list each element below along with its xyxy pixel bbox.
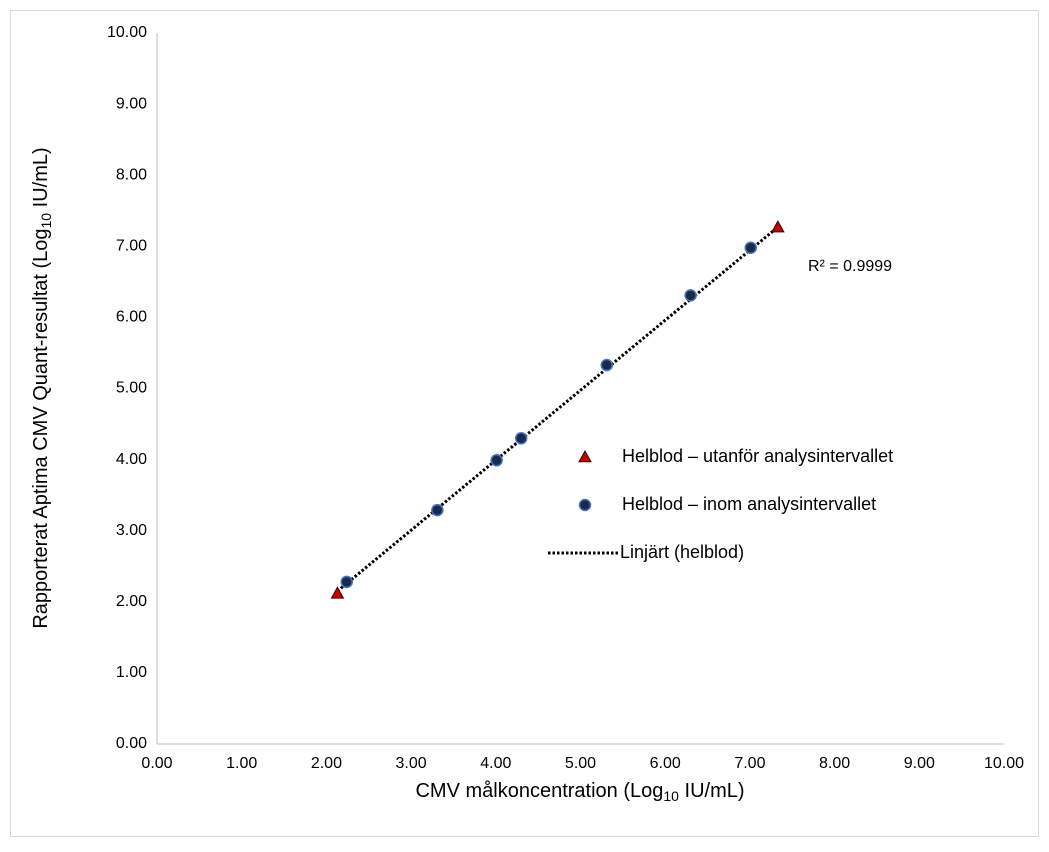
legend-label: Linjärt (helblod) (620, 542, 744, 562)
legend-label: Helblod – utanför analysintervallet (622, 446, 893, 466)
circle-point (744, 241, 757, 254)
x-tick-label: 10.00 (984, 755, 1024, 772)
circle-point (514, 432, 528, 445)
y-tick-label: 7.00 (116, 238, 147, 255)
y-tick-label: 10.00 (107, 24, 147, 41)
trend-line (336, 225, 779, 593)
x-tick-label: 6.00 (650, 755, 681, 772)
circle-point (340, 575, 353, 589)
y-tick-label: 1.00 (116, 664, 147, 681)
x-tick-label: 5.00 (565, 755, 596, 772)
chart-frame (10, 10, 1039, 837)
circle-point (431, 503, 444, 517)
x-tick-label: 1.00 (226, 755, 257, 772)
y-title-part: Rapporterat Aptima CMV Quant-resultat (L… (30, 228, 52, 628)
x-title-sub: 10 (663, 788, 679, 804)
legend-marker (578, 498, 592, 512)
triangle-point (771, 220, 785, 233)
y-tick-label: 8.00 (116, 166, 147, 183)
y-axis-title: Rapporterat Aptima CMV Quant-resultat (L… (30, 147, 53, 628)
x-title-part: CMV målkoncentration (Log (415, 780, 663, 802)
circle-point (490, 454, 503, 467)
circle-point (684, 289, 697, 302)
y-tick-label: 6.00 (116, 309, 147, 326)
x-tick-label: 3.00 (396, 755, 427, 772)
y-tick-label: 9.00 (116, 95, 147, 112)
y-tick-label: 2.00 (116, 593, 147, 610)
legend-label: Helblod – inom analysintervallet (622, 494, 876, 514)
x-title-part: IU/mL) (679, 780, 745, 802)
y-tick-label: 0.00 (116, 735, 147, 752)
r-squared: R² = 0.9999 (808, 258, 892, 275)
x-tick-label: 9.00 (904, 755, 935, 772)
y-title-part: IU/mL) (30, 147, 52, 213)
y-tick-label: 4.00 (116, 451, 147, 468)
x-tick-label: 2.00 (311, 755, 342, 772)
x-tick-label: 0.00 (141, 755, 172, 772)
y-tick-label: 5.00 (116, 380, 147, 397)
x-tick-label: 7.00 (734, 755, 765, 772)
x-axis-title: CMV målkoncentration (Log10 IU/mL) (415, 780, 744, 803)
x-tick-label: 8.00 (819, 755, 850, 772)
y-title-sub: 10 (38, 213, 54, 229)
triangle-point (330, 586, 345, 599)
legend-marker (578, 449, 592, 463)
circle-point (600, 358, 614, 372)
x-tick-label: 4.00 (480, 755, 511, 772)
y-tick-label: 3.00 (116, 522, 147, 539)
